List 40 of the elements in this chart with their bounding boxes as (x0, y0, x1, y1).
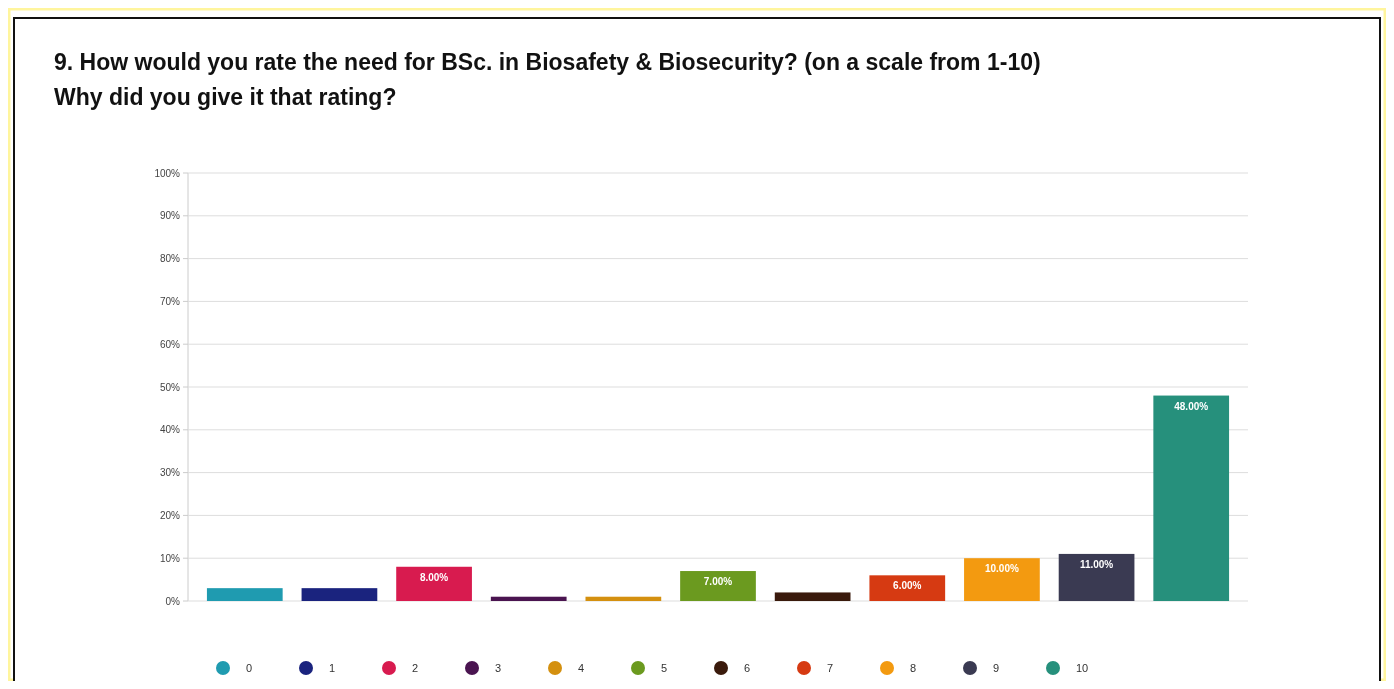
bar (1058, 553, 1135, 601)
data-label: 11.00% (1079, 558, 1114, 570)
legend-label: 1 (329, 661, 336, 674)
bar (964, 558, 1040, 601)
y-tick-label: 0% (165, 595, 181, 607)
bar (206, 588, 283, 601)
chart-title: 9. How would you rate the need for BSc. in Biosafety & Biosecurity? (on a scale from 1-10) Why did you give it that rating? (54, 49, 1041, 110)
data-label: 8.00% (419, 571, 449, 583)
legend-label: 4 (578, 661, 585, 674)
data-label: 6.00% (893, 580, 922, 592)
y-tick-label: 30% (159, 467, 181, 479)
bar (585, 596, 662, 601)
bar (774, 592, 851, 601)
y-tick-label: 40% (159, 424, 181, 436)
bar (301, 588, 378, 601)
legend-label: 10 (1076, 661, 1089, 674)
y-tick-label: 70% (159, 295, 181, 307)
bar (490, 596, 567, 601)
y-tick-label: 100% (154, 167, 181, 179)
legend-label: 8 (910, 661, 917, 674)
data-label: 48.00% (1174, 400, 1209, 412)
legend-label: 9 (993, 661, 1000, 674)
legend-label: 2 (412, 661, 419, 674)
y-tick-label: 60% (159, 338, 181, 350)
bar (396, 566, 472, 601)
legend-label: 3 (495, 661, 502, 674)
y-tick-label: 20% (159, 509, 181, 521)
bar (869, 575, 946, 601)
bar (680, 571, 756, 601)
y-tick-label: 50% (159, 381, 181, 393)
legend-label: 0 (246, 661, 253, 674)
data-label: 7.00% (703, 576, 733, 588)
y-tick-label: 10% (159, 552, 181, 564)
legend-label: 6 (744, 661, 751, 674)
y-tick-label: 80% (159, 253, 181, 265)
legend-label: 7 (827, 661, 834, 674)
y-tick-label: 90% (159, 210, 181, 222)
legend-label: 5 (661, 661, 668, 674)
bar (1153, 395, 1230, 601)
data-label: 10.00% (984, 563, 1019, 575)
